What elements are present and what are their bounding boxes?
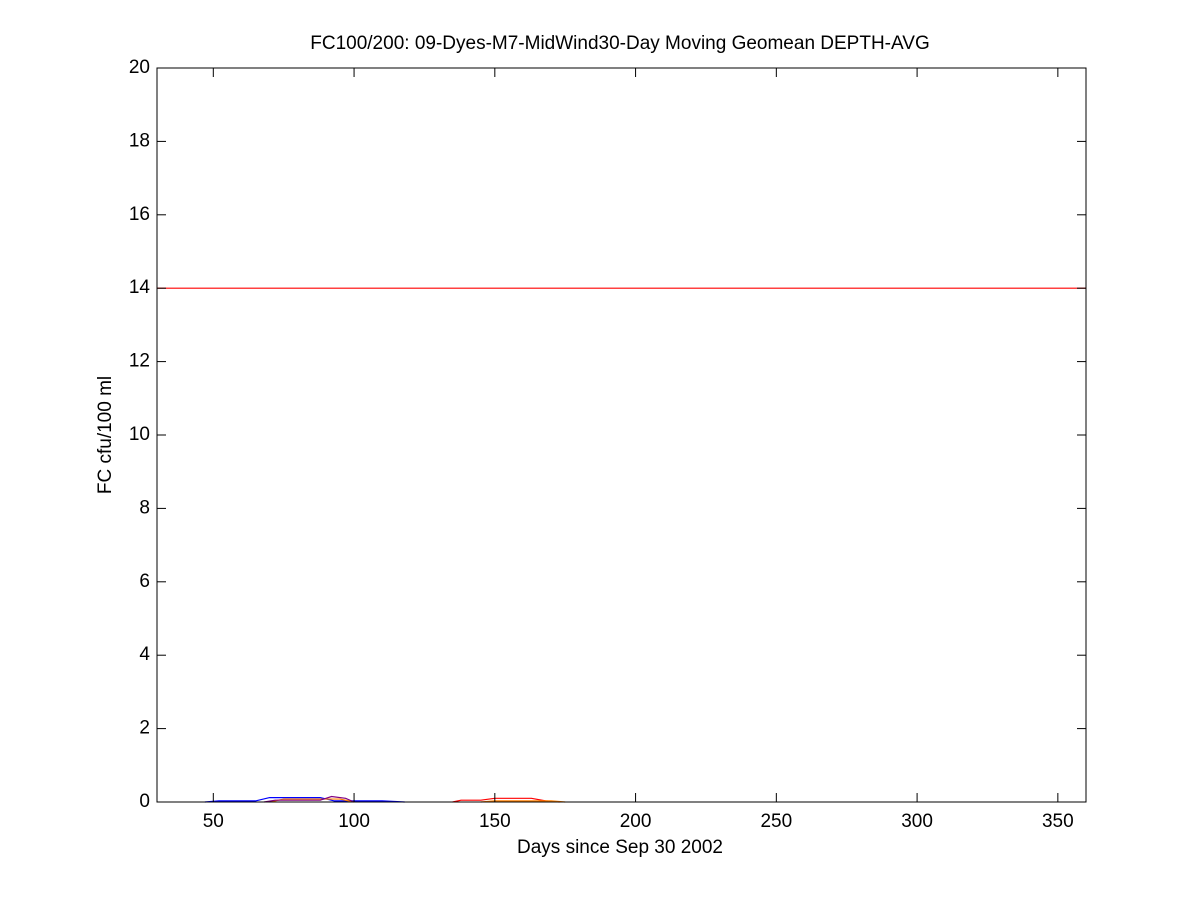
series-line: [204, 796, 405, 803]
y-tick-label: 8: [139, 497, 150, 518]
x-axis-label: Days since Sep 30 2002: [517, 837, 723, 858]
y-tick-label: 6: [139, 571, 150, 592]
x-tick-label: 300: [901, 811, 933, 832]
x-tick-label: 50: [203, 811, 224, 832]
y-tick-label: 14: [129, 277, 151, 298]
y-tick-label: 4: [139, 644, 150, 665]
series-line: [480, 800, 566, 803]
x-tick-label: 350: [1042, 811, 1074, 832]
y-tick-label: 2: [139, 718, 150, 739]
y-tick-label: 10: [129, 424, 150, 445]
x-tick-label: 200: [620, 811, 652, 832]
x-tick-label: 100: [338, 811, 370, 832]
y-axis-label: FC cfu/100 ml: [95, 376, 116, 494]
chart-title: FC100/200: 09-Dyes-M7-MidWind30-Day Movi…: [310, 33, 929, 54]
y-tick-label: 0: [139, 791, 150, 812]
series-line: [263, 795, 355, 803]
x-tick-label: 250: [760, 811, 792, 832]
x-tick-label: 150: [479, 811, 511, 832]
y-tick-label: 12: [129, 351, 150, 372]
y-tick-label: 16: [129, 204, 150, 225]
y-tick-label: 18: [129, 130, 150, 151]
y-tick-label: 20: [129, 57, 150, 78]
